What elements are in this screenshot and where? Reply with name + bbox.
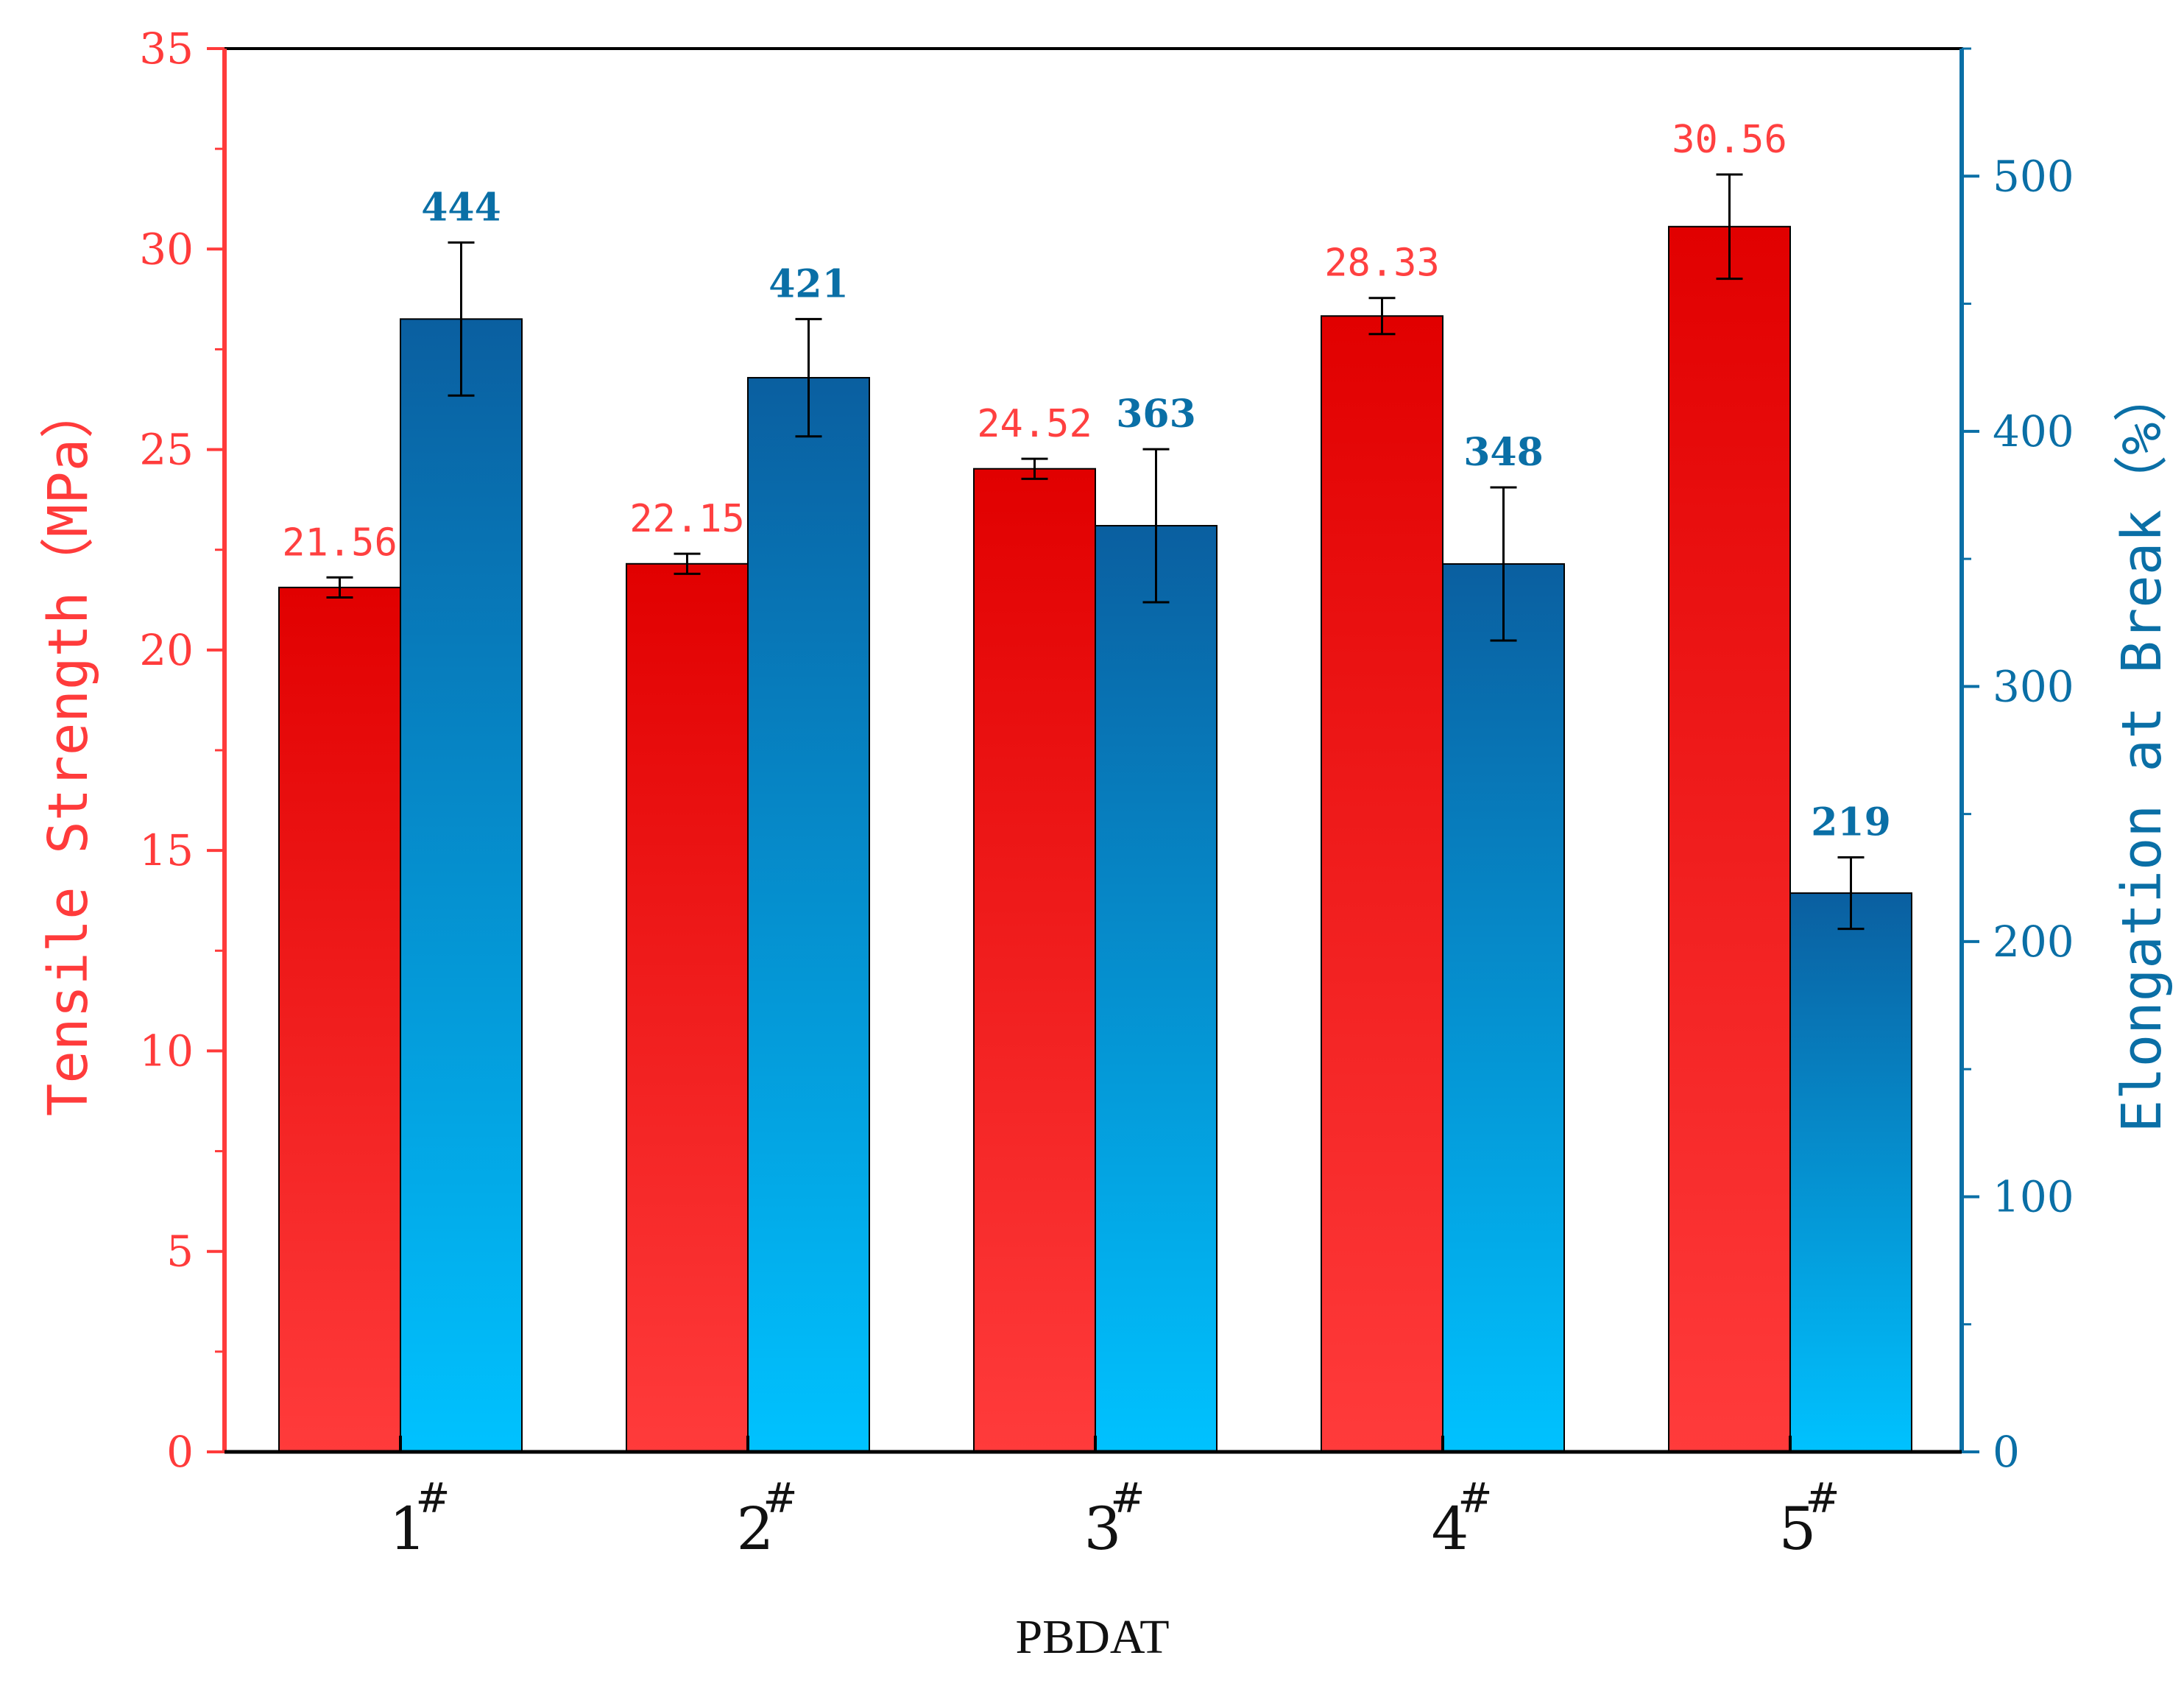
tensile-bar-4 (1321, 315, 1443, 1453)
elongation-bar-1 (400, 318, 523, 1453)
elongation-value-label-4: 348 (1463, 430, 1544, 475)
elongation-bar-3 (1095, 525, 1218, 1453)
error-bars-layer (326, 173, 1865, 931)
elongation-value-label-1: 444 (421, 185, 501, 230)
y-left-tick-label-1: 5 (166, 1227, 194, 1277)
elongation-bar-4 (1442, 563, 1565, 1453)
y-right-tick-label-2: 200 (1993, 917, 2074, 967)
tensile-bar-1 (278, 586, 401, 1453)
tensile-error-bar-2 (674, 552, 701, 575)
y-left-tick-label-4: 20 (139, 625, 194, 675)
x-tick-superscript-2: # (763, 1475, 798, 1523)
tensile-bar-3 (973, 468, 1096, 1453)
tensile-value-label-2: 22.15 (629, 497, 745, 541)
elongation-value-label-2: 421 (768, 261, 849, 306)
y-right-tick-label-4: 400 (1993, 406, 2074, 456)
x-axis-title: PBDAT (1015, 1610, 1169, 1664)
x-tick-superscript-1: # (416, 1475, 450, 1523)
y-left-tick-label-6: 30 (139, 224, 194, 274)
y-left-tick-label-3: 15 (139, 825, 194, 875)
value-labels-layer: 21.56 444 22.15 421 24.52 363 28.33 348 30.56 219 (282, 118, 1891, 845)
y-right-tick-label-1: 100 (1993, 1171, 2074, 1221)
x-tick-superscript-4: # (1458, 1475, 1493, 1523)
y-right-tick-label-5: 500 (1993, 151, 2074, 201)
elongation-error-bar-2 (795, 317, 822, 438)
tensile-error-bar-1 (326, 576, 353, 599)
x-tick-superscript-3: # (1111, 1475, 1145, 1523)
x-tick-label-5: 5 (1779, 1495, 1817, 1563)
x-tick-superscript-5: # (1806, 1475, 1840, 1523)
elongation-error-bar-5 (1837, 856, 1865, 931)
x-tick-label-1: 1 (389, 1495, 427, 1563)
tensile-value-label-1: 21.56 (282, 521, 397, 565)
tensile-error-bar-3 (1021, 457, 1048, 480)
elongation-value-label-3: 363 (1116, 392, 1196, 437)
tensile-error-bar-4 (1368, 297, 1396, 336)
y-left-tick-label-5: 25 (139, 425, 194, 475)
tensile-bar-2 (626, 562, 749, 1453)
y-left-tick-label-2: 10 (139, 1026, 194, 1076)
x-tick-label-3: 3 (1084, 1495, 1122, 1563)
y-left-tick-label-0: 0 (166, 1427, 194, 1477)
y-right-tick-label-3: 300 (1993, 661, 2074, 711)
elongation-error-bar-3 (1142, 448, 1170, 604)
y-right-tick-label-0: 0 (1993, 1427, 2020, 1477)
elongation-bar-5 (1789, 892, 1912, 1453)
tensile-value-label-5: 30.56 (1672, 118, 1787, 162)
bars-layer (278, 225, 1912, 1453)
y-left-tick-label-7: 35 (139, 24, 194, 74)
tensile-bar-5 (1668, 225, 1791, 1453)
elongation-error-bar-1 (448, 241, 475, 397)
tensile-value-label-4: 28.33 (1324, 241, 1440, 286)
x-tick-label-2: 2 (737, 1495, 774, 1563)
elongation-value-label-5: 219 (1811, 800, 1891, 845)
x-tick-label-4: 4 (1432, 1495, 1469, 1563)
tensile-value-label-3: 24.52 (977, 402, 1092, 446)
y-axis-left-title: Tensile Strength（MPa） (37, 384, 100, 1116)
elongation-error-bar-4 (1490, 486, 1517, 642)
y-axis-right-title: Elongation at Break（%） (2110, 367, 2174, 1132)
elongation-bar-2 (747, 377, 870, 1453)
tensile-error-bar-5 (1716, 173, 1743, 281)
